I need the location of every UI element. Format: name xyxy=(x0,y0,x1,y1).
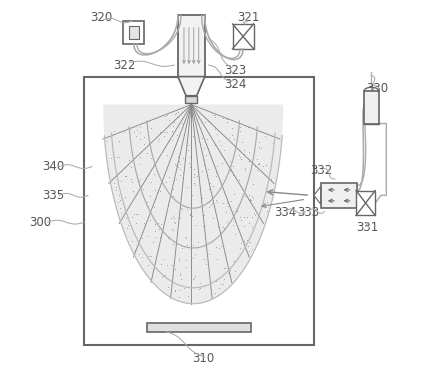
Text: 300: 300 xyxy=(29,216,51,229)
FancyBboxPatch shape xyxy=(321,183,357,208)
FancyBboxPatch shape xyxy=(364,91,378,124)
Text: 321: 321 xyxy=(237,11,260,24)
FancyBboxPatch shape xyxy=(186,96,197,103)
FancyBboxPatch shape xyxy=(178,15,205,77)
Text: 332: 332 xyxy=(310,164,333,177)
Text: 340: 340 xyxy=(43,160,64,173)
Text: 310: 310 xyxy=(192,352,214,365)
Polygon shape xyxy=(314,187,321,204)
Text: 322: 322 xyxy=(113,59,136,72)
Polygon shape xyxy=(178,77,205,96)
FancyBboxPatch shape xyxy=(84,77,314,345)
FancyBboxPatch shape xyxy=(232,24,253,49)
FancyBboxPatch shape xyxy=(129,26,139,39)
Text: 333: 333 xyxy=(297,206,319,219)
FancyBboxPatch shape xyxy=(123,21,144,44)
Text: 330: 330 xyxy=(366,82,388,95)
Text: 323: 323 xyxy=(224,64,247,77)
FancyBboxPatch shape xyxy=(147,323,251,332)
Text: 335: 335 xyxy=(43,189,64,202)
Text: 324: 324 xyxy=(224,78,247,91)
Text: 331: 331 xyxy=(357,221,378,234)
Text: 320: 320 xyxy=(90,11,112,24)
Polygon shape xyxy=(103,105,283,304)
FancyBboxPatch shape xyxy=(356,191,375,215)
Text: 334: 334 xyxy=(274,206,296,219)
